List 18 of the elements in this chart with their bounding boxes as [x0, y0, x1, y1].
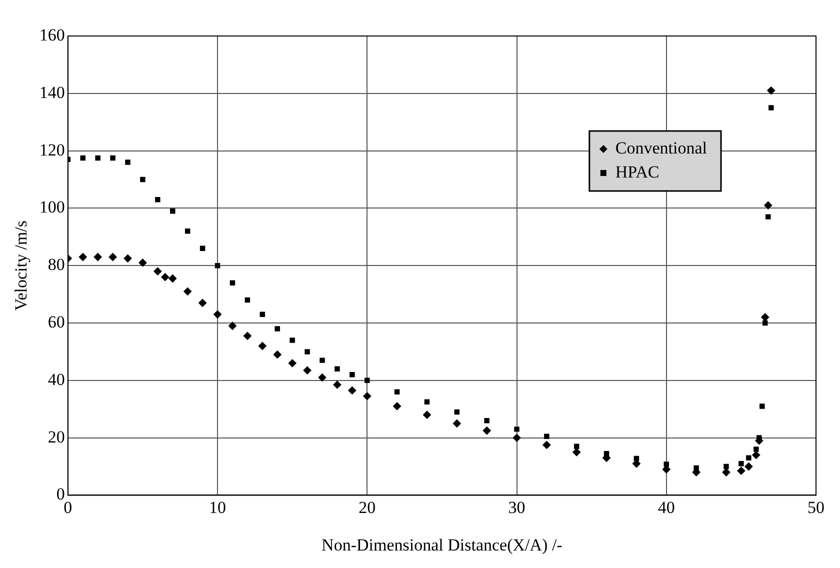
x-tick-label: 50 — [808, 498, 824, 517]
y-tick-label: 160 — [39, 25, 65, 44]
x-tick-label: 10 — [209, 498, 226, 517]
legend-label: Conventional — [615, 138, 708, 158]
legend-label: HPAC — [615, 162, 660, 182]
y-tick-label: 80 — [48, 255, 65, 274]
y-tick-label: 0 — [56, 484, 65, 504]
y-tick-label: 40 — [48, 370, 65, 389]
y-tick-label: 140 — [39, 82, 65, 102]
y-tick-label: 100 — [39, 198, 65, 217]
x-tick-label: 20 — [358, 498, 376, 517]
x-tick-label: 40 — [658, 498, 675, 517]
y-tick-label: 20 — [48, 427, 65, 446]
y-tick-label: 120 — [39, 140, 65, 160]
x-axis-title: Non-Dimensional Distance(X/A) /- — [322, 535, 563, 554]
y-tick-label: 60 — [48, 312, 65, 332]
y-axis-title: Velocity /m/s — [12, 220, 31, 311]
x-tick-label: 30 — [508, 498, 526, 517]
